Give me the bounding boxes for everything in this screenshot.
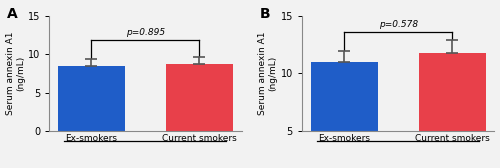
Text: A: A xyxy=(7,7,18,21)
Bar xyxy=(58,66,125,131)
Text: p=0.578: p=0.578 xyxy=(378,19,418,29)
Text: B: B xyxy=(260,7,270,21)
Y-axis label: Serum annexin A1
(ng/mL): Serum annexin A1 (ng/mL) xyxy=(258,32,278,115)
Bar xyxy=(166,64,233,131)
Bar xyxy=(418,53,486,168)
Text: p=0.895: p=0.895 xyxy=(126,28,165,37)
Bar xyxy=(310,62,378,168)
Y-axis label: Serum annexin A1
(ng/mL): Serum annexin A1 (ng/mL) xyxy=(6,32,25,115)
